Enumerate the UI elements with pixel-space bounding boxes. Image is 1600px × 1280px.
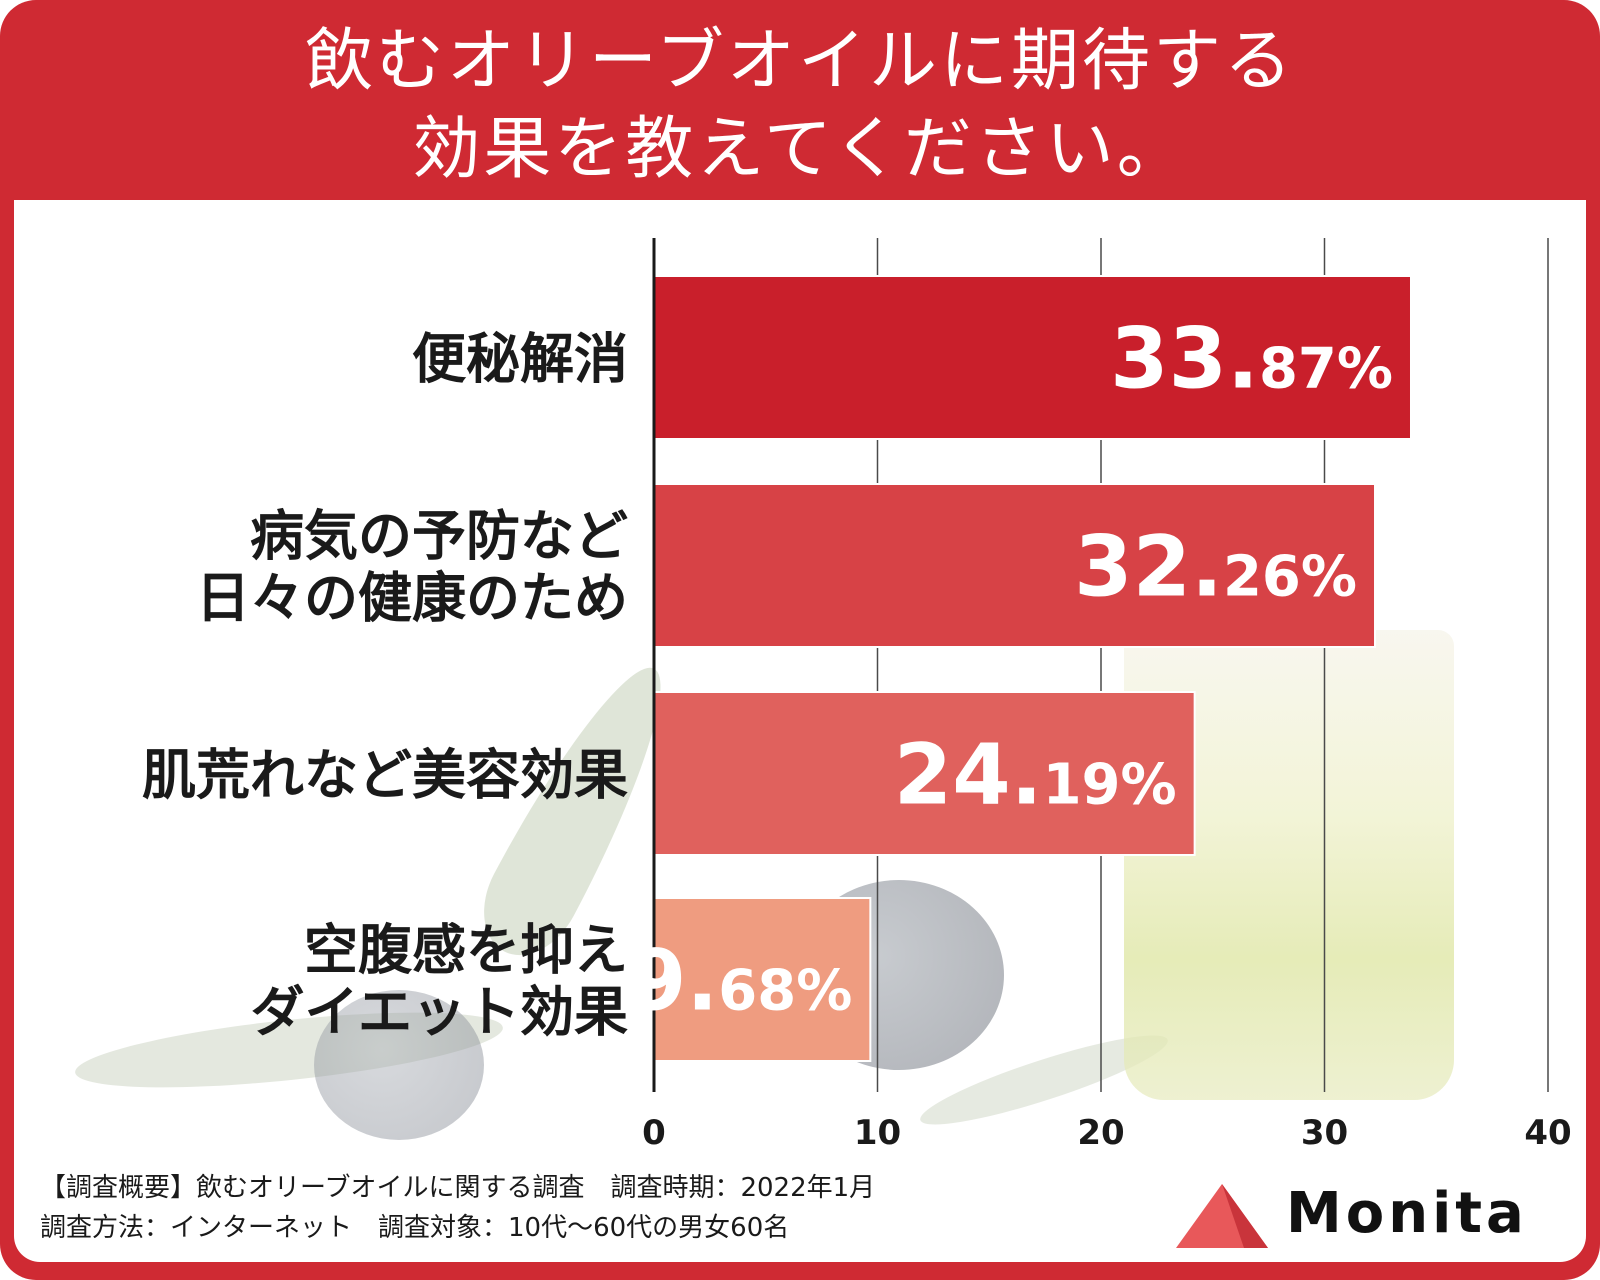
x-tick-label: 20 — [1077, 1113, 1124, 1153]
x-tick-label: 40 — [1524, 1113, 1571, 1153]
category-label: 便秘解消 — [412, 328, 628, 391]
footnote-line-2: 調査方法：インターネット 調査対象：10代〜60代の男女60名 — [40, 1213, 790, 1243]
survey-footnote: 【調査概要】飲むオリーブオイルに関する調査 調査時期：2022年1月 調査方法：… — [40, 1168, 875, 1248]
data-label: 33.87% — [1110, 310, 1393, 408]
x-tick-label: 0 — [642, 1113, 666, 1153]
category-label: ダイエット効果 — [251, 981, 628, 1044]
bar — [653, 897, 872, 1062]
footnote-line-1: 【調査概要】飲むオリーブオイルに関する調査 調査時期：2022年1月 — [40, 1173, 876, 1203]
monita-logo: Monita — [1168, 1176, 1568, 1256]
category-label: 病気の予防など — [250, 505, 628, 568]
title-line-2: 効果を教えてください。 — [412, 110, 1188, 189]
triangle-logo-icon — [1176, 1184, 1268, 1248]
bar — [653, 275, 1412, 440]
title-line-1: 飲むオリーブオイルに期待する — [305, 22, 1295, 101]
data-label: 24.19% — [894, 726, 1177, 824]
bar — [653, 483, 1377, 648]
chart-title: 飲むオリーブオイルに期待する 効果を教えてください。 — [0, 18, 1600, 194]
category-label: 肌荒れなど美容効果 — [142, 744, 628, 807]
category-label: 空腹感を抑え — [304, 919, 628, 982]
logo-text: Monita — [1286, 1181, 1528, 1246]
category-label: 日々の健康のため — [196, 567, 628, 630]
data-label: 32.26% — [1074, 518, 1357, 616]
x-tick-label: 10 — [854, 1113, 901, 1153]
data-label: 9.68% — [628, 932, 852, 1030]
olive-fruit-decoration — [314, 990, 484, 1140]
x-tick-label: 30 — [1301, 1113, 1348, 1153]
bar — [653, 691, 1196, 856]
